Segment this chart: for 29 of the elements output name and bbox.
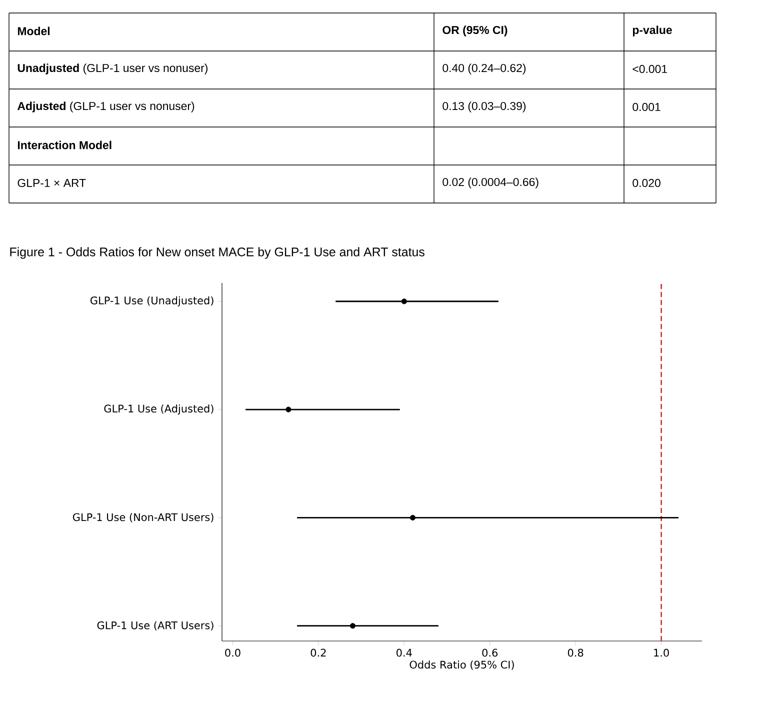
- category-label: Model: [18, 26, 50, 36]
- x-axis-title: Odds Ratio (95% CI): [410, 660, 514, 670]
- text: 0.13 (0.03–0.39): [442, 102, 526, 112]
- point: [350, 623, 356, 629]
- category-label: OR (95% CI): [442, 26, 508, 36]
- text: 0.02 (0.0004–0.66): [442, 178, 538, 188]
- y-tick-label: GLP-1 Use (Non-ART Users): [72, 513, 214, 522]
- point: [401, 298, 407, 304]
- text: 0.40 (0.24–0.62): [442, 64, 526, 74]
- x-tick-label: 1.0: [654, 648, 669, 657]
- x-tick-label: 0.8: [568, 648, 584, 657]
- text: <0.001: [632, 64, 667, 74]
- y-tick-label: GLP-1 Use (ART Users): [97, 621, 214, 630]
- category-label: p-value: [632, 26, 672, 36]
- x-tick-label: 0.6: [482, 648, 498, 657]
- text: 0.001: [632, 102, 660, 112]
- y-tick-label: GLP-1 Use (Unadjusted): [90, 296, 214, 306]
- y-tick-label: GLP-1 Use (Adjusted): [104, 404, 214, 415]
- text: 0.020: [632, 178, 660, 188]
- point: [410, 514, 416, 520]
- category-label: Adjusted (GLP-1 user vs nonuser): [17, 102, 194, 112]
- x-tick-label: 0.2: [310, 648, 326, 657]
- x-tick-label: 0.4: [396, 648, 412, 657]
- point: [286, 406, 292, 412]
- category-label: Interaction Model: [18, 140, 112, 150]
- category-label: Unadjusted (GLP-1 user vs nonuser): [18, 64, 208, 74]
- x-tick-label: 0.0: [225, 648, 240, 657]
- chart-title: Figure 1 - Odds Ratios for New onset MACE by GLP-1 Use and ART status: [10, 247, 424, 259]
- category-label: GLP-1 × ART: [18, 178, 86, 188]
